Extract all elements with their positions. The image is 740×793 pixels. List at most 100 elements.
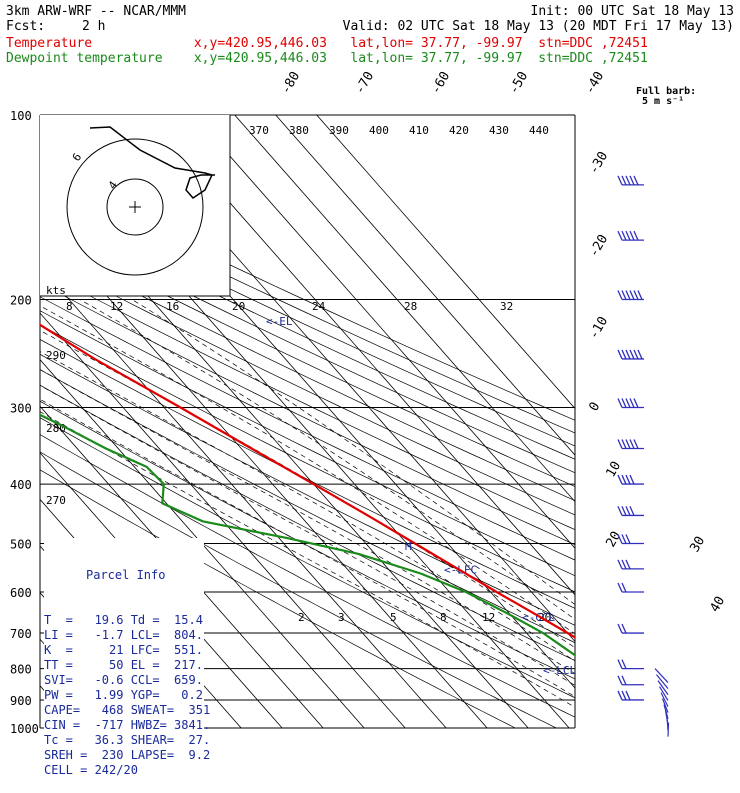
wind-barb-flag [629,349,635,360]
wind-barb-flag [633,398,639,408]
pressure-tick-label: 600 [10,586,32,600]
wind-barb-flag [621,690,627,701]
wind-barb [617,534,644,545]
low-level-barb [654,668,669,684]
isotherm-label: 10 [603,459,624,480]
pressure-tick-label: 700 [10,627,32,641]
pressure-tick-label: 100 [10,109,32,123]
low-level-barb [661,698,669,713]
model-title: 3km ARW-WRF -- NCAR/MMM [6,4,187,19]
pressure-tick-label: 500 [10,537,32,551]
wind-barb-flag [625,559,631,570]
barb-legend-line1: Full barb: [636,86,697,97]
wind-barb [617,349,644,360]
mixing-ratio-lower-label: 8 [440,611,447,624]
isotherm-line [275,115,575,456]
theta-label: 370 [249,124,269,137]
mixing-ratio-lower-label: 3 [338,611,345,624]
wind-barb-flag [621,534,627,544]
wind-barb-flag [629,506,635,516]
wind-barb-flag [617,675,623,685]
isotherm-line [40,359,365,728]
mixing-ratio-label: 16 [166,300,179,313]
parcel-info-title: Parcel Info [86,568,166,582]
wind-barb-flag [617,582,623,593]
parcel-info-row: SREH = 230 LAPSE= 9.2 [44,748,211,762]
wind-barb-flag [633,230,639,241]
pressure-tick-label: 400 [10,478,32,492]
hodograph-ring [106,178,164,236]
parcel-info-row: LI = -1.7 LCL= 804. [44,628,203,642]
dry-adiabat [40,384,575,661]
dry-adiabat [40,417,575,699]
wind-barb-flag [621,675,627,685]
dry-adiabat [40,324,575,593]
wind-barb-flag [633,439,639,449]
parcel-info-row: Tc = 36.3 SHEAR= 27. [44,733,211,747]
parcel-info-rows: T = 19.6 Td = 15.4 LI = -1.7 LCL= 804. K =… [44,613,211,778]
pressure-tick-label: 200 [10,294,32,308]
parcel-info-row: TT = 50 EL = 217. [44,658,203,672]
wind-barb-flag [625,290,631,300]
forecast-label: Fcst: [6,19,46,34]
isotherm-label: 40 [707,594,728,615]
level-marker: <-LCL [543,664,576,677]
mixing-ratio-label: 12 [110,300,123,313]
mixing-ratio-lower-label: 5 [390,611,397,624]
parcel-info-row: SVI= -0.6 CCL= 659. [44,673,203,687]
wind-barb-flag [617,534,623,544]
wind-barb [617,690,644,701]
wind-barb-flag [617,175,623,186]
wind-barb-flag [617,690,623,701]
dry-adiabat [40,269,575,531]
wind-barb-flag [617,398,623,408]
mixing-ratio-lower-label: 2 [298,611,305,624]
wind-barb-flag [621,290,627,300]
pressure-tick-label: 300 [10,401,32,415]
wind-barb-flag [621,398,627,408]
dry-adiabat [40,231,575,487]
dry-adiabat [40,296,575,561]
theta-label: 420 [449,124,469,137]
level-marker: M [405,540,412,553]
wind-barb-flag [621,623,627,634]
wind-barb-flag [617,623,623,634]
isotherm-label: -80 [278,69,303,97]
parcel-info-row: PW = 1.99 YGP= 0.2 [44,688,203,702]
pressure-tick-label: 1000 [10,722,39,736]
isotherm-line [234,115,575,503]
isotherm-label: 20 [603,529,624,550]
dry-adiabat [40,256,575,516]
wind-barb-flag [625,690,631,701]
mixing-ratio-label: 32 [500,300,513,313]
parcel-info-row: CAPE= 468 SWEAT= 351 [44,703,211,717]
parcel-info-row: CIN = -717 HWBZ= 3841. [44,718,211,732]
dry-adiabat [40,282,575,546]
parcel-info-box: Parcel Info T = 19.6 Td = 15.4 LI = -1.7 … [44,538,211,793]
wind-barb-flag [625,230,631,241]
theta-label: 430 [489,124,509,137]
wind-barb [617,659,644,670]
isotherm-label: -30 [586,149,611,177]
wind-barb-flag [625,398,631,408]
isotherm-label: -20 [586,232,611,260]
init-time: Init: 00 UTC Sat 18 May 13 [530,4,735,19]
moist-adiabat [40,369,575,675]
theta-lower-label: 280 [46,422,66,435]
wind-barb-flag [625,439,631,449]
wind-barb-flag [617,474,623,485]
dry-adiabat [40,183,575,434]
dry-adiabat [40,243,575,502]
dry-adiabat [40,194,575,447]
wind-barb [617,582,644,593]
wind-barb-flag [629,474,635,485]
dry-adiabat [40,434,575,718]
parcel-info-row: CELL = 242/20 [44,763,138,777]
dry-adiabat [40,206,575,460]
level-marker: <-EL [266,315,293,328]
isotherm-label: -40 [582,69,607,97]
isotherm-line [40,219,488,728]
wind-barb-flag [637,349,643,360]
theta-label: 380 [289,124,309,137]
